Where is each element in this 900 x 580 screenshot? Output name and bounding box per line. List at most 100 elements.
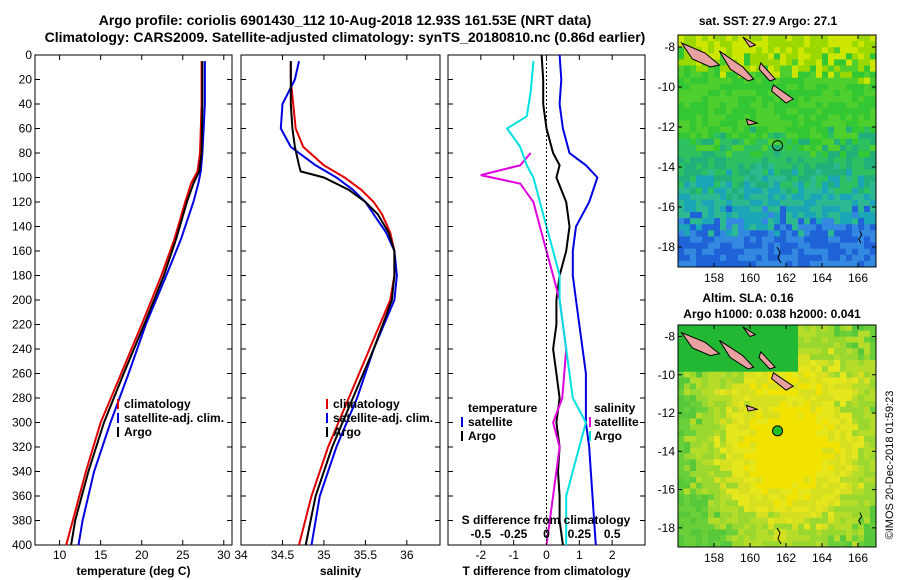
map-cell — [732, 406, 739, 414]
map-cell — [810, 108, 817, 115]
map-cell — [738, 535, 745, 542]
map-cell — [840, 144, 847, 152]
map-cell — [690, 199, 697, 207]
map-cell — [852, 482, 859, 489]
map-cell — [792, 59, 799, 66]
map-cell — [864, 383, 871, 390]
map-cell — [732, 418, 739, 425]
map-cell — [864, 400, 871, 408]
map-cell — [714, 441, 721, 449]
map-cell — [780, 102, 787, 109]
map-cell — [834, 406, 841, 414]
map-cell — [870, 494, 877, 501]
map-cell — [720, 523, 727, 530]
map-cell — [762, 199, 769, 207]
map-cell — [708, 96, 715, 103]
map-cell — [864, 59, 871, 66]
map-cell — [858, 465, 865, 472]
map-cell — [762, 114, 769, 121]
map-cell — [708, 65, 715, 73]
map-cell — [684, 71, 691, 79]
map-cell — [726, 212, 733, 219]
reef-line — [776, 527, 782, 545]
map-cell — [798, 476, 805, 484]
map-cell — [798, 400, 805, 408]
map-cell — [870, 476, 877, 484]
map-cell — [870, 187, 877, 195]
map-cell — [870, 114, 877, 121]
map-cell — [786, 488, 793, 495]
sst-map: 158 160 162 164 166-8-10-12-14-16-18 — [658, 34, 877, 285]
map-cell — [756, 541, 763, 548]
map-cell — [708, 342, 715, 349]
map-cell — [684, 236, 691, 243]
map-cell — [840, 424, 847, 431]
map-cell — [732, 365, 739, 373]
map-cell — [756, 395, 763, 402]
map-cell — [696, 108, 703, 115]
map-cell — [870, 482, 877, 489]
map-cell — [678, 35, 685, 42]
map-cell — [702, 354, 709, 361]
map-cell — [768, 517, 775, 525]
map-cell — [696, 138, 703, 146]
map-cell — [732, 132, 739, 140]
map-cell — [858, 120, 865, 127]
legend-title-left: temperature — [468, 401, 538, 415]
map-cell — [732, 494, 739, 501]
map-cell — [720, 400, 727, 408]
map-cell — [756, 523, 763, 530]
map-cell — [714, 377, 721, 384]
map-cell — [834, 389, 841, 396]
map-cell — [822, 65, 829, 73]
map-cell — [840, 47, 847, 54]
map-cell — [720, 175, 727, 182]
map-cell — [678, 506, 685, 513]
map-cell — [714, 169, 721, 176]
map-cell — [732, 529, 739, 536]
map-cell — [816, 517, 823, 525]
map-cell — [726, 506, 733, 513]
x-tick-label: 25 — [176, 548, 190, 562]
map-cell — [822, 354, 829, 361]
map-cell — [750, 395, 757, 402]
map-cell — [768, 529, 775, 536]
map-cell — [786, 430, 793, 437]
map-cell — [726, 447, 733, 454]
map-cell — [858, 108, 865, 115]
map-cell — [750, 53, 757, 60]
map-cell — [756, 108, 763, 115]
map-cell — [732, 35, 739, 42]
map-cell — [864, 120, 871, 127]
map-cell — [720, 529, 727, 536]
map-cell — [744, 523, 751, 530]
map-cell — [798, 254, 805, 262]
map-cell — [792, 360, 799, 367]
map-cell — [828, 53, 835, 60]
lat-tick-label: -12 — [658, 406, 676, 420]
map-cell — [780, 424, 787, 431]
map-cell — [738, 465, 745, 472]
map-cell — [690, 71, 697, 79]
legend-label: satellite-adj. clim. — [124, 411, 224, 425]
map-cell — [714, 400, 721, 408]
map-cell — [810, 157, 817, 164]
map-cell — [798, 59, 805, 66]
map-cell — [798, 325, 805, 332]
map-cell — [810, 53, 817, 60]
map-cell — [846, 354, 853, 361]
map-cell — [732, 377, 739, 384]
map-cell — [750, 325, 757, 332]
map-cell — [720, 476, 727, 484]
map-cell — [726, 138, 733, 146]
map-cell — [732, 236, 739, 243]
map-cell — [762, 400, 769, 408]
map-cell — [816, 212, 823, 219]
map-cell — [756, 336, 763, 343]
map-cell — [738, 424, 745, 431]
x-tick-label: 35.5 — [354, 548, 378, 562]
map-cell — [756, 83, 763, 91]
map-cell — [816, 41, 823, 48]
map-cell — [786, 511, 793, 519]
map-cell — [774, 482, 781, 489]
